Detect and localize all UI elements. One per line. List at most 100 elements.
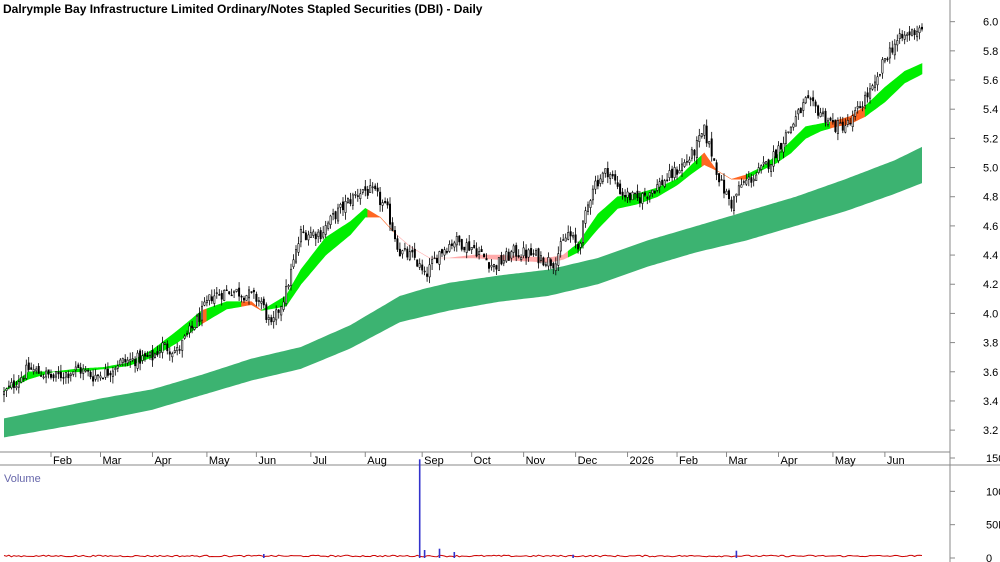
candle-body	[69, 373, 72, 377]
candle	[893, 39, 896, 60]
candle	[534, 248, 537, 257]
candle	[673, 161, 676, 181]
candle	[668, 163, 671, 181]
candle	[723, 173, 726, 199]
candle	[755, 171, 758, 181]
candle-body	[876, 76, 879, 86]
candle	[510, 249, 513, 263]
candle-body	[920, 26, 923, 30]
candle-body	[730, 199, 733, 209]
volume-tick-label: 50M	[986, 520, 1000, 532]
month-tick-label: Aug	[367, 455, 387, 467]
candle	[918, 25, 921, 40]
candle	[740, 178, 743, 188]
long-band-layer	[4, 146, 922, 438]
candle-body	[628, 192, 631, 201]
candle-body	[584, 210, 587, 224]
candle	[700, 133, 703, 139]
price-tick-label: 5.0	[983, 163, 998, 175]
candle-body	[490, 264, 493, 268]
candle	[715, 159, 718, 181]
candle	[248, 286, 251, 305]
candle	[104, 363, 107, 380]
candle-body	[332, 213, 335, 215]
candle	[201, 300, 204, 327]
candle	[861, 101, 864, 112]
candle	[238, 282, 241, 301]
candle-body	[700, 133, 703, 137]
candle-body	[275, 309, 278, 321]
candle-body	[809, 98, 812, 100]
candle-body	[819, 112, 822, 117]
candle	[720, 175, 723, 181]
candle-body	[586, 204, 589, 212]
candle-body	[106, 368, 109, 376]
candle	[631, 190, 634, 201]
candle	[525, 244, 528, 265]
candle-body	[309, 232, 312, 238]
candle-body	[124, 358, 127, 363]
candle-body	[285, 285, 288, 304]
month-tick-label: Jun	[887, 455, 905, 467]
candle-body	[448, 244, 451, 252]
candle-body	[656, 184, 659, 191]
candle	[413, 242, 416, 261]
candle	[911, 28, 914, 37]
candle	[349, 192, 352, 207]
candle	[42, 373, 45, 380]
candle	[173, 346, 176, 354]
candle-body	[391, 222, 394, 232]
candle-body	[787, 131, 790, 133]
candle	[747, 171, 750, 187]
month-tick-label: May	[209, 455, 230, 467]
candle-body	[671, 168, 674, 178]
candle-body	[40, 375, 43, 377]
candle-body	[886, 58, 889, 61]
candle-body	[903, 34, 906, 40]
candle-body	[388, 203, 391, 225]
candle-body	[344, 201, 347, 213]
candle-body	[883, 58, 886, 62]
candle	[408, 244, 411, 262]
candle	[2, 387, 5, 403]
candle-body	[821, 111, 824, 115]
price-tick-label: 4.4	[983, 250, 998, 262]
candle	[391, 217, 394, 232]
candle	[282, 296, 285, 312]
candle-body	[510, 251, 513, 259]
candle	[45, 367, 48, 384]
candle	[265, 302, 268, 323]
candle-body	[782, 143, 785, 153]
candle-body	[52, 374, 55, 379]
candle-body	[646, 197, 649, 199]
candle	[869, 83, 872, 104]
candle	[181, 339, 184, 358]
candle	[193, 326, 196, 331]
candle	[544, 261, 547, 268]
candle	[87, 368, 90, 377]
candle	[569, 226, 572, 243]
candle	[762, 156, 765, 167]
candle	[539, 251, 542, 264]
candle-body	[173, 350, 176, 353]
candle	[312, 229, 315, 238]
candle-body	[770, 164, 773, 172]
candle-body	[255, 293, 258, 302]
candle-body	[750, 177, 753, 183]
candle	[20, 371, 23, 384]
candle-body	[5, 388, 8, 391]
candle-body	[836, 120, 839, 134]
candle	[777, 141, 780, 164]
candle	[371, 182, 374, 194]
candle-body	[351, 194, 354, 206]
candle-body	[77, 364, 80, 368]
candle	[772, 145, 775, 172]
candle-body	[37, 365, 40, 374]
candle-body	[299, 229, 302, 243]
month-tick-label: 2026	[630, 455, 654, 467]
candle	[705, 119, 708, 147]
candle	[277, 309, 280, 319]
candle	[97, 374, 100, 382]
candle	[37, 363, 40, 374]
candle-body	[539, 255, 542, 261]
